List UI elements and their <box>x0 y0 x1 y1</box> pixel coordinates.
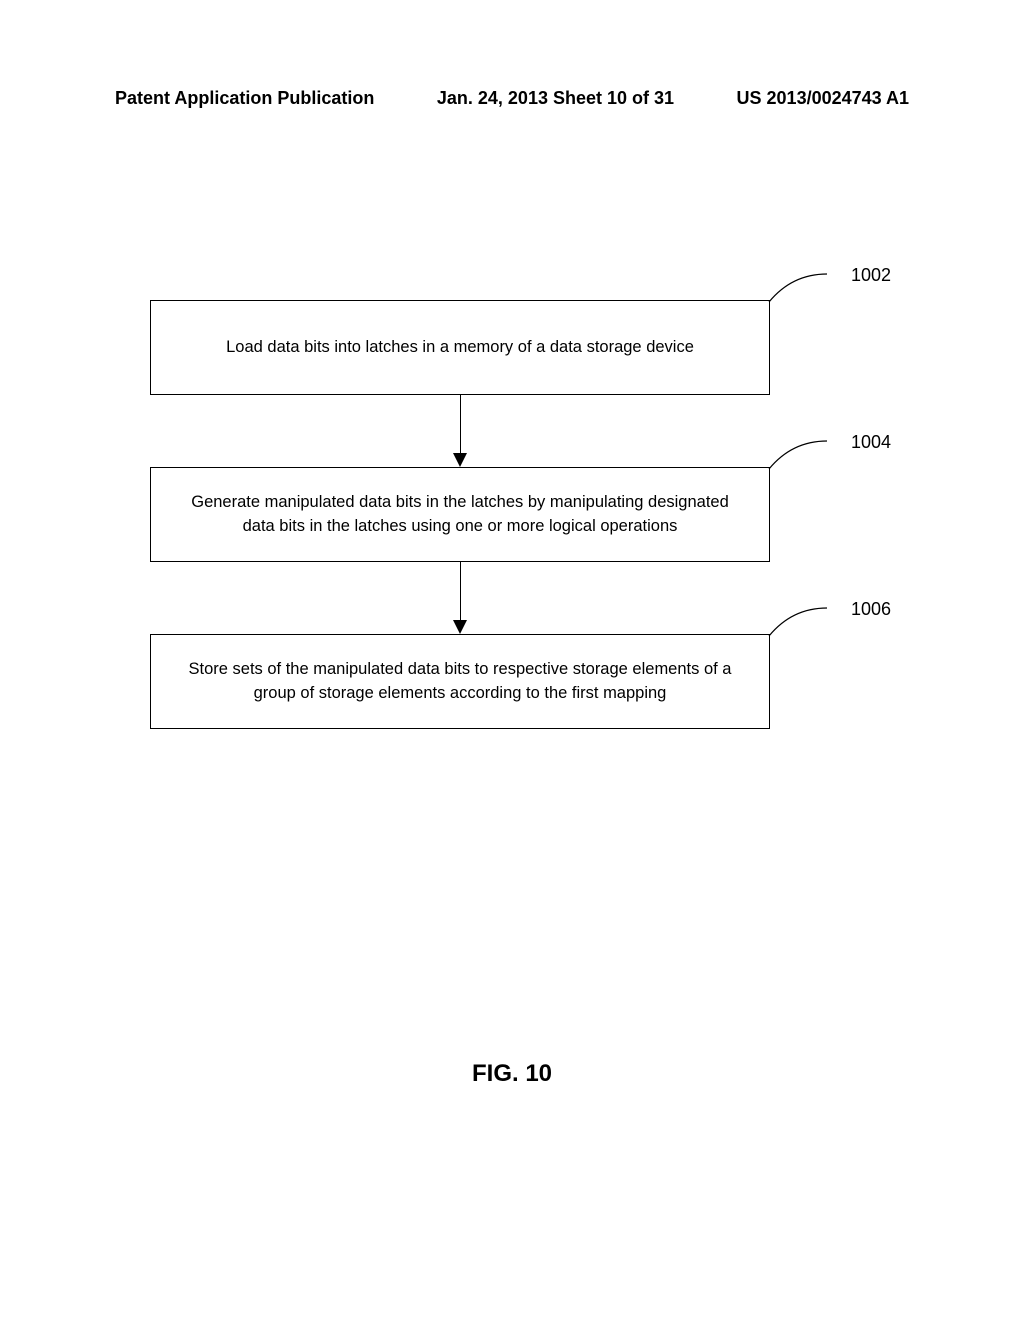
arrow-line <box>460 562 461 622</box>
flow-arrow <box>150 562 770 634</box>
header-left: Patent Application Publication <box>115 88 374 109</box>
flow-arrow <box>150 395 770 467</box>
page-header: Patent Application Publication Jan. 24, … <box>0 88 1024 109</box>
ref-number: 1004 <box>851 430 891 455</box>
ref-leader-line <box>767 606 837 641</box>
ref-leader-line <box>767 439 837 474</box>
flow-box-text: Load data bits into latches in a memory … <box>226 336 694 359</box>
flowchart-container: Load data bits into latches in a memory … <box>150 300 770 729</box>
header-right: US 2013/0024743 A1 <box>737 88 909 109</box>
flow-box-1006: Store sets of the manipulated data bits … <box>150 634 770 729</box>
ref-number: 1002 <box>851 263 891 288</box>
flow-box-text: Store sets of the manipulated data bits … <box>176 658 744 704</box>
figure-label: FIG. 10 <box>0 1060 1024 1088</box>
ref-number: 1006 <box>851 597 891 622</box>
flow-box-text: Generate manipulated data bits in the la… <box>176 491 744 537</box>
header-center: Jan. 24, 2013 Sheet 10 of 31 <box>437 88 674 109</box>
arrow-head-icon <box>453 620 467 634</box>
flow-box-1004: Generate manipulated data bits in the la… <box>150 467 770 562</box>
arrow-head-icon <box>453 453 467 467</box>
ref-leader-line <box>767 272 837 307</box>
arrow-line <box>460 395 461 455</box>
flow-box-1002: Load data bits into latches in a memory … <box>150 300 770 395</box>
